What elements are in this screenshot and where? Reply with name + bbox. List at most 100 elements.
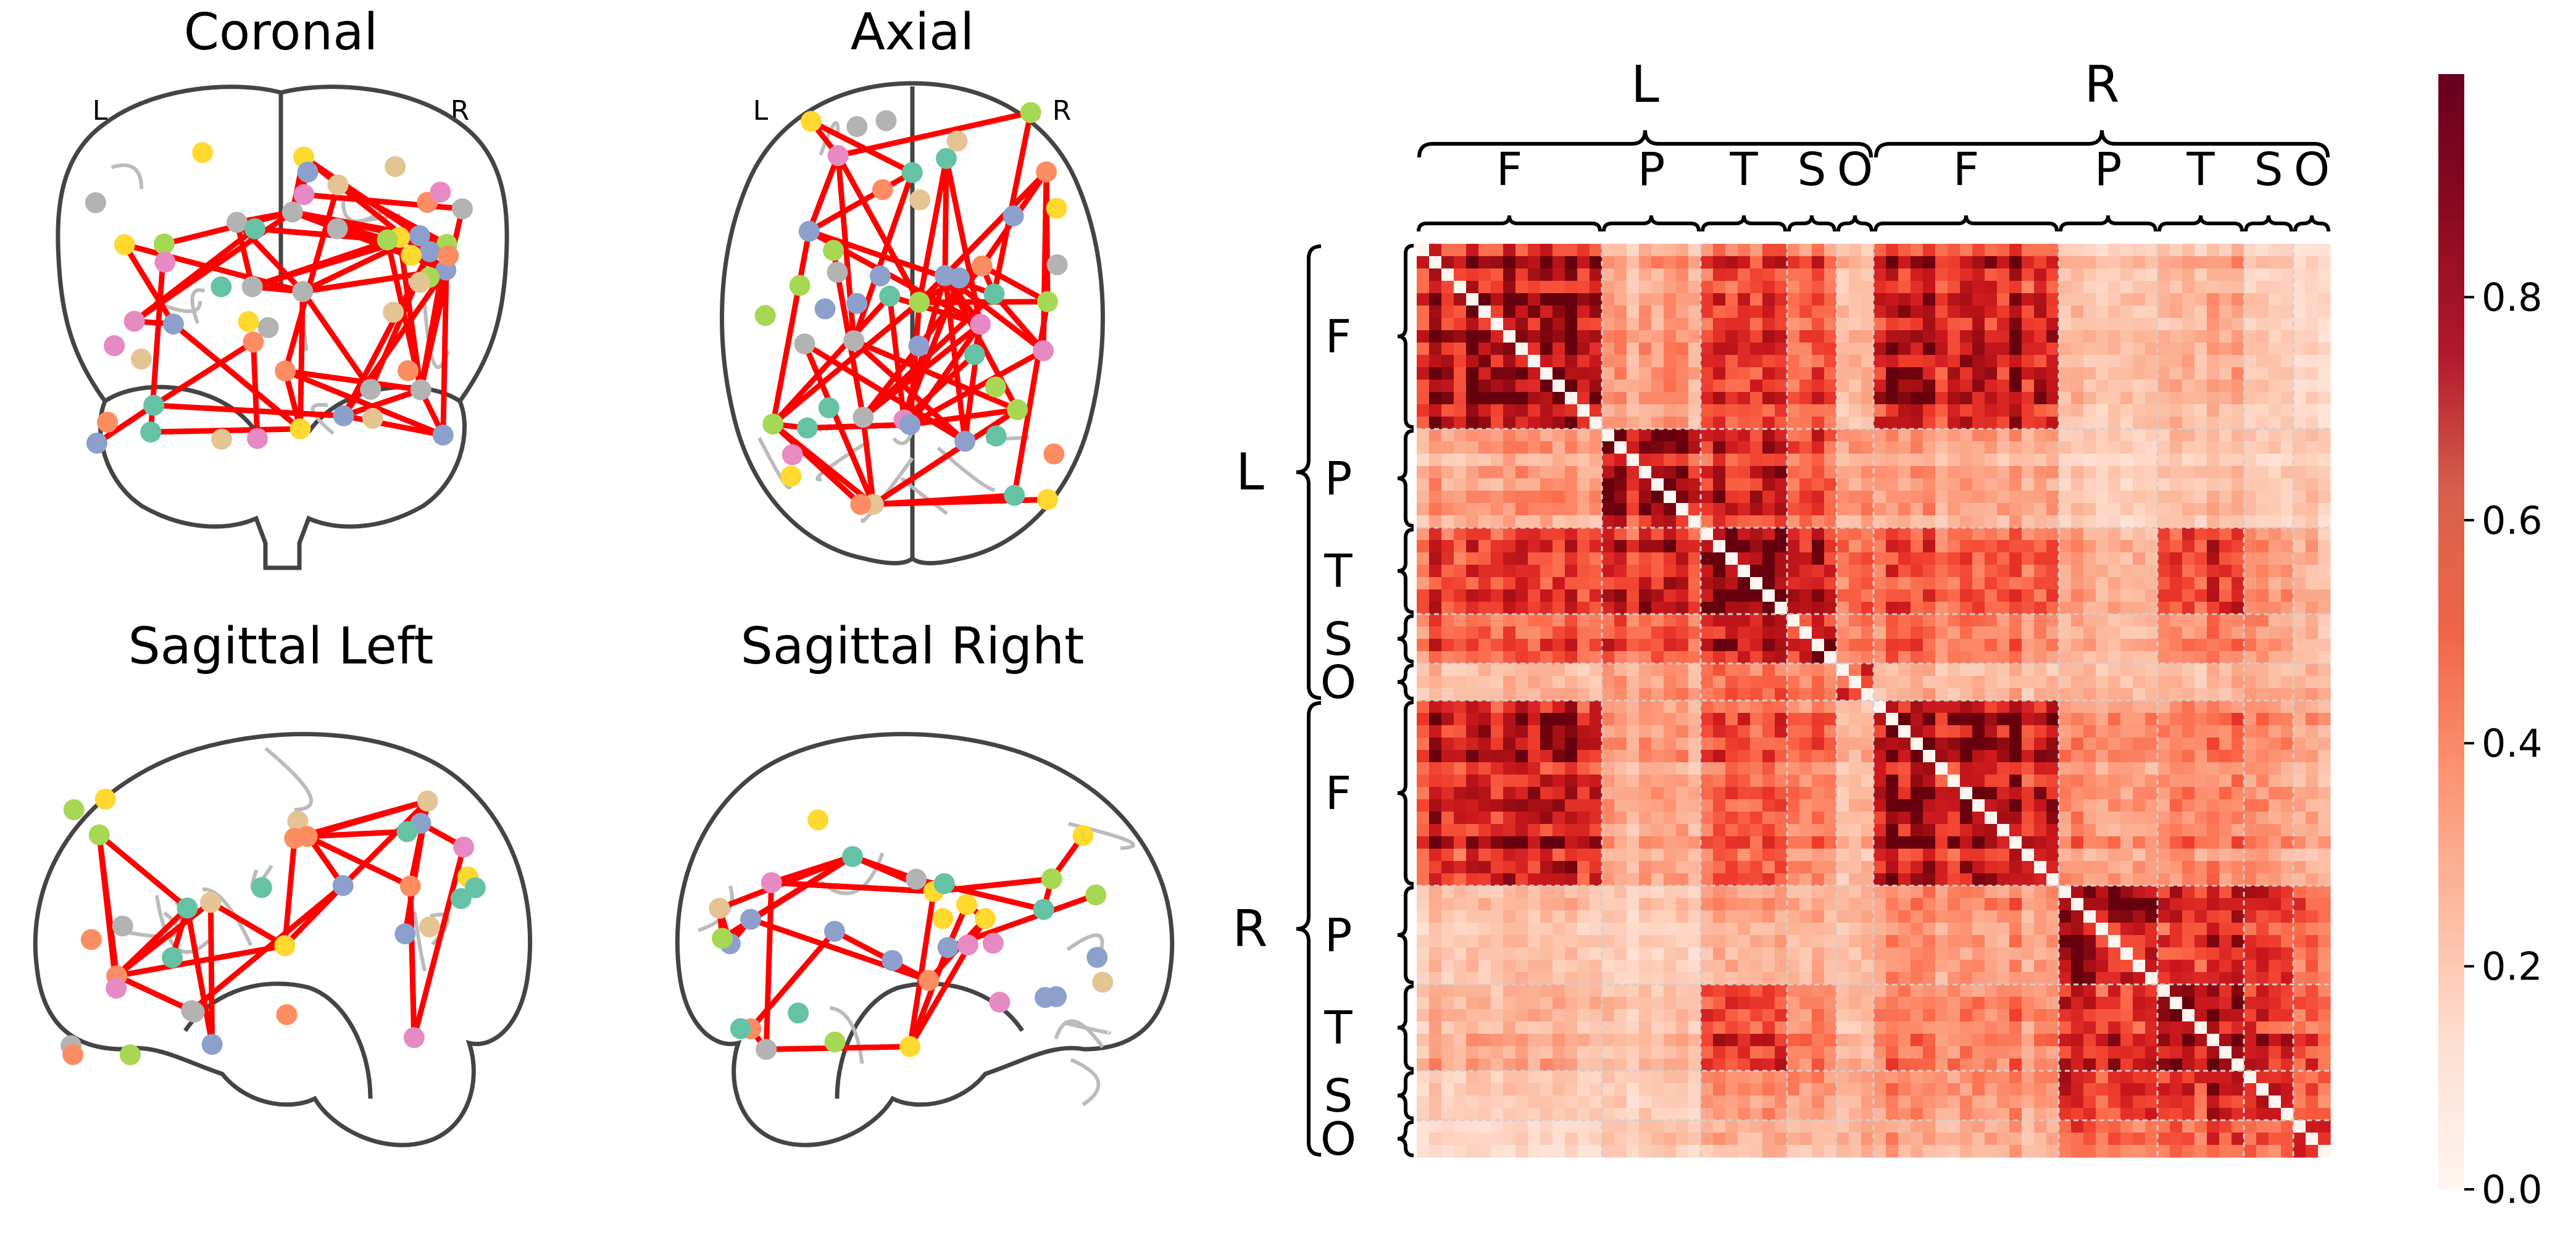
heatmap-cell — [2306, 565, 2319, 578]
heatmap-cell — [2232, 565, 2245, 578]
heatmap-cell — [2071, 404, 2084, 417]
heatmap-cell — [1627, 343, 1640, 356]
heatmap-cell — [1898, 355, 1911, 368]
heatmap-cell — [1651, 244, 1664, 257]
connectome-node — [89, 825, 110, 846]
heatmap-cell — [2318, 256, 2331, 269]
heatmap-cell — [2120, 528, 2133, 541]
heatmap-cell — [1738, 849, 1751, 862]
heatmap-cell — [1972, 355, 1985, 368]
heatmap-cell — [1515, 306, 1528, 318]
heatmap-cell — [1639, 244, 1652, 257]
heatmap-cell — [2232, 355, 2245, 368]
heatmap-cell — [1540, 417, 1553, 430]
heatmap-cell — [2293, 589, 2306, 602]
heatmap-cell — [1997, 478, 2010, 491]
heatmap-cell — [1577, 836, 1590, 849]
heatmap-cell — [2108, 725, 2121, 738]
heatmap-cell — [2318, 935, 2331, 948]
heatmap-cell — [1441, 812, 1454, 825]
heatmap-cell — [2059, 552, 2072, 565]
heatmap-cell — [1812, 244, 1825, 257]
heatmap-cell — [2071, 873, 2084, 886]
heatmap-cell — [1799, 343, 1812, 356]
heatmap-cell — [1664, 836, 1677, 849]
heatmap-cell — [2009, 343, 2022, 356]
heatmap-cell — [1651, 256, 1664, 269]
heatmap-cell — [2096, 503, 2109, 516]
heatmap-cell — [1861, 849, 1874, 862]
heatmap-cell — [2170, 824, 2183, 837]
heatmap-cell — [1688, 380, 1701, 393]
heatmap-cell — [1528, 688, 1541, 701]
heatmap-cell — [2071, 355, 2084, 368]
heatmap-cell — [2133, 380, 2146, 393]
heatmap-cell — [1898, 281, 1911, 294]
heatmap-cell — [1676, 626, 1689, 639]
connectome-node — [200, 892, 221, 913]
heatmap-cell — [1478, 589, 1491, 602]
heatmap-cell — [1454, 639, 1467, 652]
connectome-node — [114, 234, 135, 255]
heatmap-cell — [2133, 614, 2146, 627]
heatmap-cell — [1824, 318, 1837, 331]
heatmap-cell — [1972, 330, 1985, 343]
heatmap-cell — [1972, 663, 1985, 676]
heatmap-cell — [1972, 540, 1985, 553]
heatmap-cell — [1478, 330, 1491, 343]
heatmap-cell — [1775, 256, 1788, 269]
heatmap-cell — [1836, 256, 1849, 269]
heatmap-cell — [1664, 565, 1677, 578]
heatmap-cell — [2207, 528, 2220, 541]
heatmap-cell — [1429, 960, 1442, 973]
heatmap-cell — [2170, 454, 2183, 467]
heatmap-cell — [2046, 824, 2059, 837]
heatmap-cell — [1898, 861, 1911, 874]
heatmap-cell — [1923, 577, 1936, 590]
heatmap-cell — [1824, 972, 1837, 985]
heatmap-cell — [1911, 256, 1924, 269]
connectome-node — [327, 218, 348, 239]
heatmap-cell — [1701, 639, 1714, 652]
heatmap-cell — [1750, 849, 1763, 862]
connectome-node — [872, 179, 893, 200]
heatmap-cell — [1528, 577, 1541, 590]
heatmap-cell — [2133, 417, 2146, 430]
heatmap-cell — [1651, 972, 1664, 985]
heatmap-cell — [2256, 750, 2269, 763]
heatmap-cell — [1787, 935, 1800, 948]
heatmap-cell — [1528, 454, 1541, 467]
heatmap-cell — [1553, 577, 1565, 590]
heatmap-cell — [1762, 750, 1775, 763]
heatmap-cell — [1750, 268, 1763, 281]
heatmap-cell — [1454, 997, 1467, 1010]
heatmap-cell — [1676, 651, 1689, 664]
heatmap-cell — [2108, 602, 2121, 615]
heatmap-cell — [1812, 886, 1825, 899]
heatmap-cell — [1911, 614, 1924, 627]
heatmap-cell — [1775, 812, 1788, 825]
heatmap-cell — [1454, 602, 1467, 615]
heatmap-cell — [1799, 947, 1812, 960]
heatmap-cell — [1540, 552, 1553, 565]
heatmap-cell — [2269, 836, 2282, 849]
heatmap-cell — [2207, 713, 2220, 726]
heatmap-cell — [1997, 540, 2010, 553]
heatmap-cell — [1614, 663, 1627, 676]
heatmap-cell — [1627, 565, 1640, 578]
heatmap-cell — [1441, 701, 1454, 713]
heatmap-cell — [1478, 849, 1491, 862]
heatmap-cell — [1886, 528, 1899, 541]
heatmap-cell — [2318, 824, 2331, 837]
heatmap-cell — [2219, 454, 2232, 467]
heatmap-cell — [1553, 367, 1565, 380]
heatmap-cell — [1553, 701, 1565, 713]
heatmap-cell — [1503, 454, 1516, 467]
heatmap-cell — [1750, 614, 1763, 627]
heatmap-cell — [2170, 836, 2183, 849]
heatmap-cell — [1540, 886, 1553, 899]
heatmap-cell — [1799, 293, 1812, 306]
heatmap-cell — [1602, 429, 1615, 442]
heatmap-cell — [1577, 750, 1590, 763]
heatmap-cell — [1725, 515, 1738, 528]
